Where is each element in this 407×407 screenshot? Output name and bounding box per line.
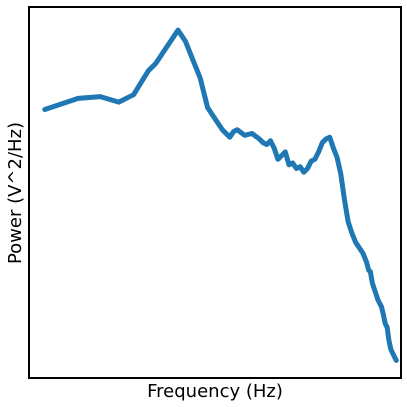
series-line-0: [45, 30, 397, 360]
series-layer: [45, 30, 397, 360]
x-axis-label: Frequency (Hz): [147, 381, 283, 402]
y-axis-label: Power (V^2/Hz): [5, 122, 26, 264]
